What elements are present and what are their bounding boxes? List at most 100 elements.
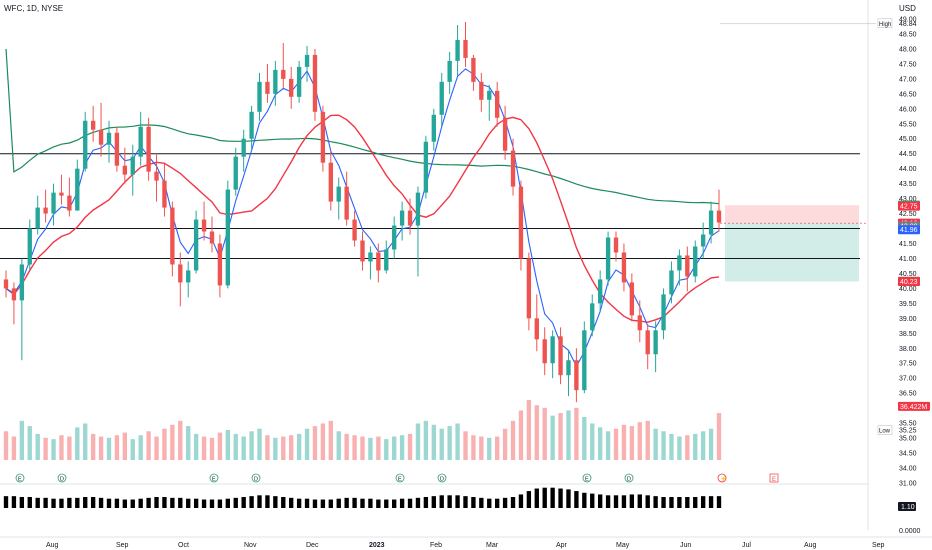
oscillator-bar xyxy=(463,496,468,508)
candle-body xyxy=(439,81,444,115)
price-badge-label: 40.23 xyxy=(900,279,918,286)
price-tick-label: 35.50 xyxy=(899,421,917,428)
price-tick-label: 49.00 xyxy=(899,17,917,24)
event-label: D xyxy=(627,477,631,483)
candle-body xyxy=(98,129,104,145)
volume-bar xyxy=(344,433,349,460)
candle-body xyxy=(241,138,246,157)
candle-body xyxy=(399,210,405,226)
candle-body xyxy=(320,111,326,163)
candle-body xyxy=(582,330,587,391)
volume-bar xyxy=(629,426,635,460)
candle-body xyxy=(415,192,421,226)
candle-body xyxy=(510,150,516,187)
volume-bar xyxy=(98,436,104,460)
candle-body xyxy=(225,189,231,286)
oscillator-bar xyxy=(90,497,96,508)
oscillator-bar xyxy=(487,498,492,508)
volume-bar xyxy=(479,436,484,460)
candle-body xyxy=(455,39,460,61)
event-marker[interactable]: E xyxy=(15,473,25,483)
volume-bar xyxy=(566,410,571,460)
price-tick-label: 41.00 xyxy=(899,256,917,263)
volume-bar xyxy=(304,428,310,460)
volume-bar xyxy=(43,437,48,460)
oscillator-bar xyxy=(320,499,326,508)
candle-body xyxy=(27,228,32,265)
volume-bar xyxy=(289,435,294,460)
event-marker[interactable]: D xyxy=(437,473,447,483)
event-label: D xyxy=(254,477,258,483)
oscillator-bar xyxy=(201,499,207,508)
volume-bar xyxy=(225,430,231,460)
candle-body xyxy=(685,255,690,277)
oscillator-bar xyxy=(296,498,302,508)
event-circle xyxy=(57,473,67,483)
event-marker[interactable]: D xyxy=(57,473,67,483)
event-marker[interactable]: ⚡ xyxy=(717,473,727,483)
oscillator-bar xyxy=(352,497,357,508)
candle-body xyxy=(328,162,333,202)
earnings-future-label: E xyxy=(772,477,776,483)
event-marker[interactable]: E xyxy=(582,473,592,483)
candle-body xyxy=(479,81,484,100)
volume-bar xyxy=(320,423,326,460)
event-marker[interactable]: E xyxy=(395,473,405,483)
price-tick-label: 41.50 xyxy=(899,241,917,248)
candle-body xyxy=(90,120,96,130)
event-label: E xyxy=(398,477,402,483)
volume-bar xyxy=(669,433,674,460)
volume-bar xyxy=(146,431,151,460)
candle-body xyxy=(43,207,48,214)
volume-bar xyxy=(51,439,56,460)
oscillator-bar xyxy=(479,497,484,508)
event-marker[interactable]: E xyxy=(769,473,779,483)
volume-bar xyxy=(415,423,421,460)
oscillator-bar xyxy=(574,491,579,508)
volume-bar xyxy=(186,426,191,460)
oscillator-bar xyxy=(43,497,48,508)
price-tick-label: 42.50 xyxy=(899,211,917,218)
volume-bar xyxy=(708,428,714,460)
candle-body xyxy=(558,336,563,376)
oscillator-bar xyxy=(312,499,318,508)
candle-body xyxy=(360,240,365,262)
candle-body xyxy=(336,186,341,202)
candle-body xyxy=(693,246,698,277)
currency-label: USD xyxy=(899,4,916,13)
volume-bar xyxy=(471,435,476,460)
candle-body xyxy=(471,57,476,82)
oscillator-bar xyxy=(146,497,151,508)
event-marker[interactable]: E xyxy=(209,473,219,483)
osc-badge-label: 1.10 xyxy=(901,504,915,511)
oscillator-bar xyxy=(233,497,238,508)
candle-body xyxy=(566,360,571,376)
event-marker[interactable]: D xyxy=(251,473,261,483)
candle-body xyxy=(542,339,547,364)
event-label: ⚡ xyxy=(720,476,727,483)
candle-body xyxy=(281,69,286,79)
candle-body xyxy=(201,219,207,232)
oscillator-bar xyxy=(494,498,500,508)
candle-body xyxy=(51,192,56,214)
candle-body xyxy=(106,132,112,145)
candle-body xyxy=(669,270,674,295)
event-label: E xyxy=(18,477,22,483)
volume-bar xyxy=(487,437,492,460)
candle-body xyxy=(518,186,524,259)
candle-body xyxy=(526,258,532,319)
candle-body xyxy=(550,336,555,364)
oscillator-bar xyxy=(154,497,159,508)
event-marker[interactable]: D xyxy=(624,473,634,483)
volume-bar xyxy=(241,436,246,460)
price-tick-label: 38.50 xyxy=(899,331,917,338)
candle-body xyxy=(494,90,500,118)
time-label: Jul xyxy=(742,542,751,549)
low-value: 35.25 xyxy=(899,428,917,435)
event-circle xyxy=(15,473,25,483)
candle-body xyxy=(186,270,191,283)
volume-bar xyxy=(27,426,32,460)
volume-bar xyxy=(67,436,72,460)
candle-body xyxy=(534,318,539,340)
